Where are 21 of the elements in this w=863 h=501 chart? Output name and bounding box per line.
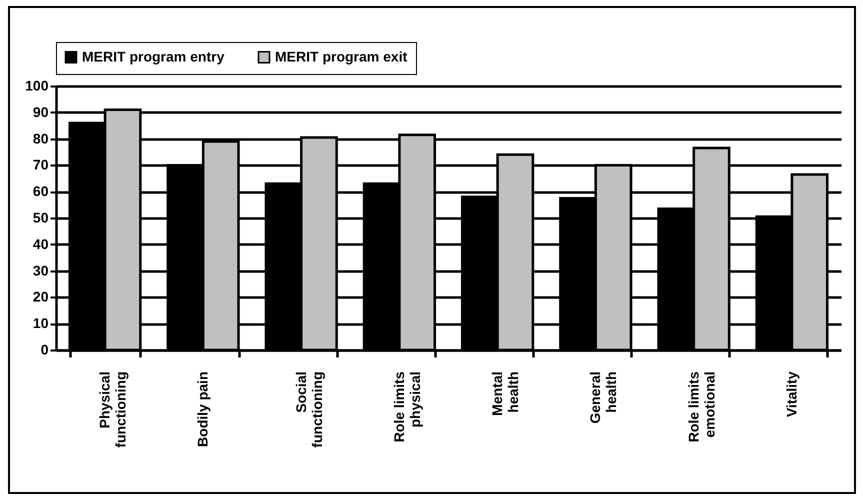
- y-tick-label: 90: [32, 104, 49, 120]
- x-tick-label: Vitality: [783, 371, 800, 418]
- x-tick-label: General health: [587, 372, 620, 424]
- y-tick-label: 30: [32, 262, 49, 278]
- legend-label: MERIT program entry: [82, 48, 225, 64]
- y-tick-label: 50: [32, 210, 49, 226]
- x-tick-label: Role limits physical: [390, 371, 423, 442]
- y-tick-label: 60: [32, 183, 49, 200]
- x-tick-label: Social functioning: [292, 372, 325, 448]
- y-tick-label: 80: [32, 130, 49, 146]
- y-tick-label: 40: [32, 236, 49, 252]
- y-tick-label: 10: [32, 315, 49, 332]
- x-tick-label: Mental health: [489, 372, 522, 416]
- y-tick-label: 20: [32, 288, 49, 305]
- y-tick-label: 70: [32, 156, 49, 173]
- x-tick-label: Role limits emotional: [685, 371, 718, 442]
- legend-label: MERIT program exit: [275, 48, 408, 64]
- x-tick-label: Bodily pain: [194, 372, 211, 447]
- y-tick-label: 0: [40, 342, 49, 358]
- y-tick-label: 100: [25, 78, 49, 94]
- x-tick-label: Physical functioning: [96, 372, 129, 448]
